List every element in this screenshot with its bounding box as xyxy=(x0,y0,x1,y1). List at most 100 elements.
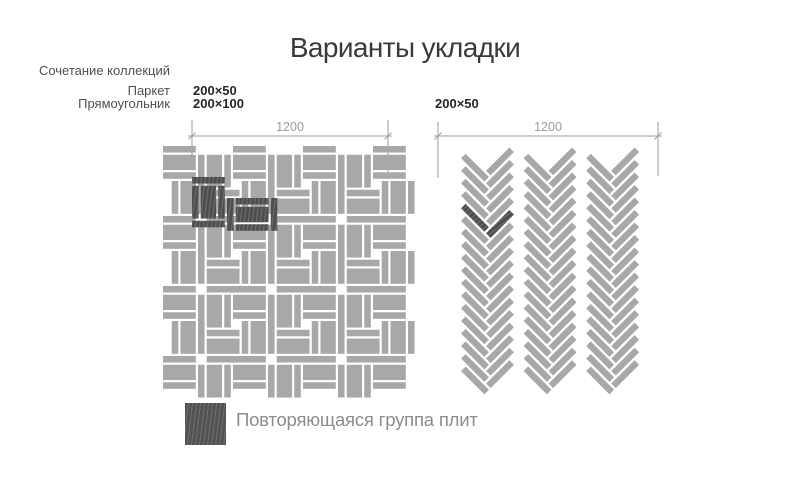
tile xyxy=(523,303,552,332)
tile xyxy=(171,181,179,214)
tile xyxy=(586,328,615,357)
tile xyxy=(373,216,406,223)
tile xyxy=(198,224,205,258)
tile xyxy=(373,294,406,311)
tile xyxy=(408,321,415,354)
tile xyxy=(206,356,240,363)
tile xyxy=(163,356,196,363)
tile xyxy=(233,382,266,389)
tile xyxy=(523,353,552,382)
repeating-group-tile xyxy=(270,198,278,231)
tile xyxy=(548,247,577,276)
tile xyxy=(548,222,577,251)
tile xyxy=(548,172,577,201)
combo-line-parquet: Паркет xyxy=(127,82,170,98)
tile xyxy=(250,251,266,284)
tile xyxy=(163,364,196,381)
tile xyxy=(486,272,514,301)
tile xyxy=(486,247,514,276)
tile xyxy=(408,181,415,214)
tile xyxy=(320,251,336,284)
tile xyxy=(390,251,406,284)
tile xyxy=(338,154,345,188)
tile xyxy=(346,329,380,337)
tile xyxy=(303,312,336,319)
tile xyxy=(338,294,345,328)
tile xyxy=(346,364,363,398)
tile xyxy=(461,191,489,220)
tile xyxy=(461,266,489,295)
tile xyxy=(163,294,196,311)
tile xyxy=(320,181,336,214)
tile xyxy=(523,291,552,320)
tile xyxy=(338,224,345,258)
herringbone-tiles xyxy=(461,147,640,395)
tile xyxy=(233,172,266,179)
tile xyxy=(611,210,640,238)
tile xyxy=(346,189,380,197)
tile xyxy=(268,251,275,284)
tile xyxy=(276,294,293,328)
tile xyxy=(224,154,231,188)
tile xyxy=(461,166,489,195)
tile xyxy=(611,360,640,389)
tile xyxy=(338,321,345,354)
tile xyxy=(206,224,223,258)
tile xyxy=(163,312,196,319)
tile xyxy=(390,181,406,214)
repeating-group-tile xyxy=(192,185,199,219)
tile xyxy=(548,310,577,339)
tile xyxy=(461,353,489,382)
repeating-group-tile xyxy=(192,177,225,184)
tile xyxy=(461,178,489,207)
tile xyxy=(163,286,196,293)
collection-sizes: 200×50 200×100 xyxy=(193,83,244,111)
tile xyxy=(171,321,179,354)
tile xyxy=(523,191,552,220)
tile xyxy=(611,297,640,326)
tile xyxy=(486,235,514,263)
size-200x50: 200×50 xyxy=(193,83,237,98)
tile xyxy=(586,241,615,270)
repeating-group-label: Повторяющаяся группа плит xyxy=(236,409,478,430)
tile xyxy=(611,222,640,251)
tile xyxy=(233,364,266,381)
tile xyxy=(206,364,223,398)
tile xyxy=(338,181,345,214)
tile xyxy=(586,228,615,257)
tile xyxy=(381,251,389,284)
tile xyxy=(486,285,514,314)
tile xyxy=(548,184,577,213)
tile xyxy=(461,278,489,307)
tile xyxy=(523,266,552,295)
tile xyxy=(461,366,489,395)
tile xyxy=(381,181,389,214)
tile xyxy=(586,291,615,320)
repeating-group-swatch xyxy=(185,403,226,445)
tile xyxy=(268,294,275,328)
tile xyxy=(586,178,615,207)
tile xyxy=(294,154,301,188)
tile xyxy=(206,329,240,337)
tile xyxy=(303,146,336,153)
left-dimension-value: 1200 xyxy=(276,120,304,134)
tile xyxy=(586,253,615,282)
tile xyxy=(276,329,310,337)
tile xyxy=(548,210,577,238)
tile xyxy=(461,253,489,282)
tile xyxy=(486,297,514,326)
tile xyxy=(224,224,231,258)
tile xyxy=(163,224,196,241)
tile xyxy=(276,216,310,223)
tile xyxy=(381,321,389,354)
tile xyxy=(276,198,310,214)
tile xyxy=(346,286,380,293)
tile xyxy=(206,259,240,267)
left-pattern-basketweave xyxy=(163,146,415,398)
tile xyxy=(338,251,345,284)
tile xyxy=(346,338,380,354)
tile xyxy=(486,310,514,339)
tile xyxy=(346,259,380,267)
tile xyxy=(276,364,293,398)
tile xyxy=(586,341,615,370)
